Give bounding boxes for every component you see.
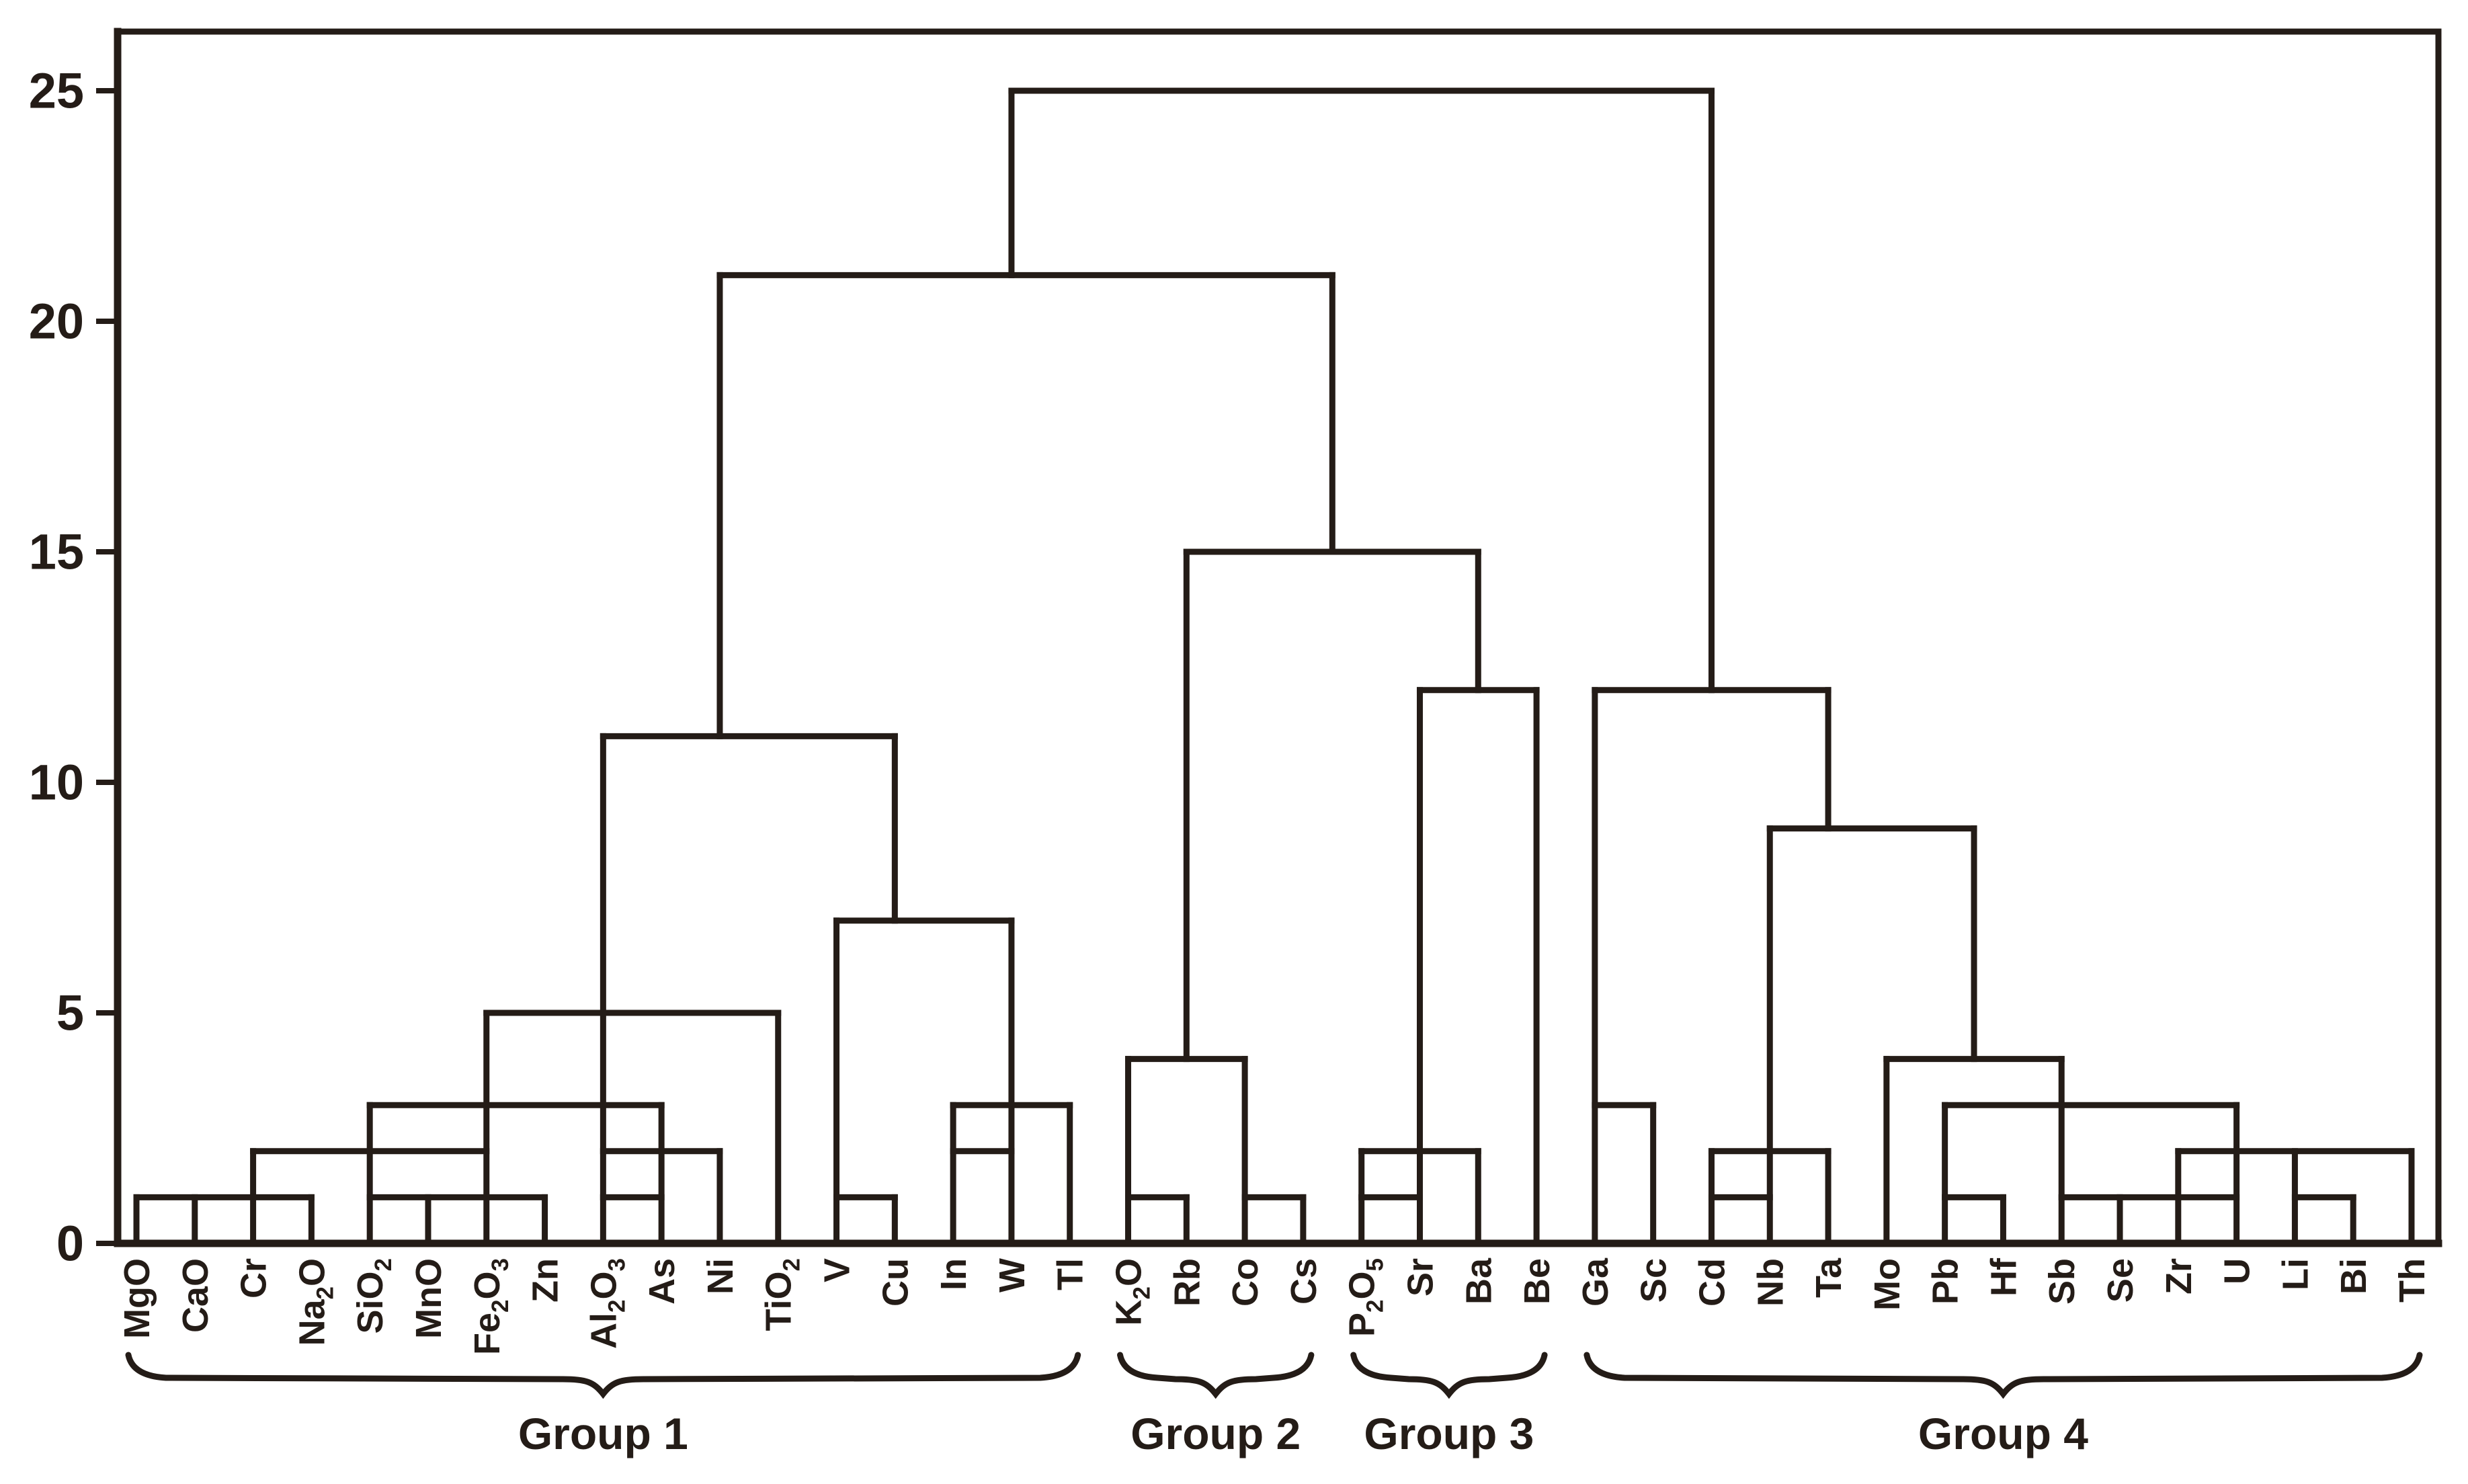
leaf-label-Be: Be xyxy=(1517,1258,1557,1305)
leaf-label-Li: Li xyxy=(2275,1258,2315,1290)
tick-label-10: 10 xyxy=(29,755,84,811)
leaf-label-K2O: K2O xyxy=(1109,1258,1155,1325)
leaf-label-Cd: Cd xyxy=(1692,1258,1732,1307)
group-label-3: Group 3 xyxy=(1364,1409,1534,1458)
leaf-label-Zr: Zr xyxy=(2159,1258,2199,1294)
leaf-label-Na2O: Na2O xyxy=(292,1258,338,1346)
group-label-4: Group 4 xyxy=(1918,1409,2088,1458)
leaf-label-Fe2O3: Fe2O3 xyxy=(467,1258,513,1355)
leaf-label-Ni: Ni xyxy=(700,1258,741,1294)
leaf-label-Th: Th xyxy=(2392,1258,2432,1303)
leaf-label-V: V xyxy=(817,1258,858,1282)
group-brace-1 xyxy=(125,1352,1081,1399)
leaf-label-P2O5: P2O5 xyxy=(1342,1258,1389,1337)
leaf-label-Bi: Bi xyxy=(2334,1258,2374,1294)
group-brace-3 xyxy=(1350,1352,1548,1399)
leaf-label-As: As xyxy=(642,1258,682,1305)
leaf-label-Ga: Ga xyxy=(1575,1258,1616,1307)
leaf-label-Sc: Sc xyxy=(1634,1258,1674,1303)
leaf-label-CaO: CaO xyxy=(175,1258,216,1333)
tick-label-25: 25 xyxy=(29,63,84,119)
leaf-label-Rb: Rb xyxy=(1167,1258,1207,1307)
group-label-1: Group 1 xyxy=(518,1409,688,1458)
leaf-label-Cr: Cr xyxy=(234,1258,274,1298)
leaf-label-MgO: MgO xyxy=(117,1258,157,1339)
leaf-label-SiO2: SiO2 xyxy=(350,1258,397,1334)
leaf-label-Ta: Ta xyxy=(1809,1258,1849,1298)
group-label-2: Group 2 xyxy=(1130,1409,1301,1458)
leaf-label-Sr: Sr xyxy=(1400,1258,1440,1296)
leaf-label-Mo: Mo xyxy=(1867,1258,1907,1311)
leaf-label-Pb: Pb xyxy=(1926,1258,1966,1305)
leaf-label-In: In xyxy=(934,1258,974,1290)
tick-label-5: 5 xyxy=(56,985,84,1041)
group-brace-4 xyxy=(1583,1352,2423,1399)
leaf-label-Nb: Nb xyxy=(1750,1258,1791,1307)
leaf-label-Hf: Hf xyxy=(1983,1258,2024,1296)
leaf-label-Cu: Cu xyxy=(875,1258,915,1307)
leaf-label-Ba: Ba xyxy=(1458,1258,1499,1305)
tick-label-20: 20 xyxy=(29,294,84,349)
tick-label-0: 0 xyxy=(56,1216,84,1272)
leaf-label-Co: Co xyxy=(1225,1258,1266,1307)
group-brace-2 xyxy=(1117,1352,1315,1399)
leaf-label-Zn: Zn xyxy=(526,1258,566,1303)
leaf-label-Sb: Sb xyxy=(2042,1258,2082,1305)
tick-label-15: 15 xyxy=(29,524,84,580)
leaf-label-U: U xyxy=(2217,1258,2258,1284)
leaf-label-Se: Se xyxy=(2100,1258,2141,1303)
leaf-label-W: W xyxy=(992,1258,1032,1292)
leaf-label-Cs: Cs xyxy=(1284,1258,1324,1305)
leaf-label-Tl: Tl xyxy=(1051,1258,1091,1290)
leaf-label-TiO2: TiO2 xyxy=(759,1258,805,1331)
leaf-label-MnO: MnO xyxy=(409,1258,449,1339)
leaf-label-Al2O3: Al2O3 xyxy=(583,1258,630,1349)
